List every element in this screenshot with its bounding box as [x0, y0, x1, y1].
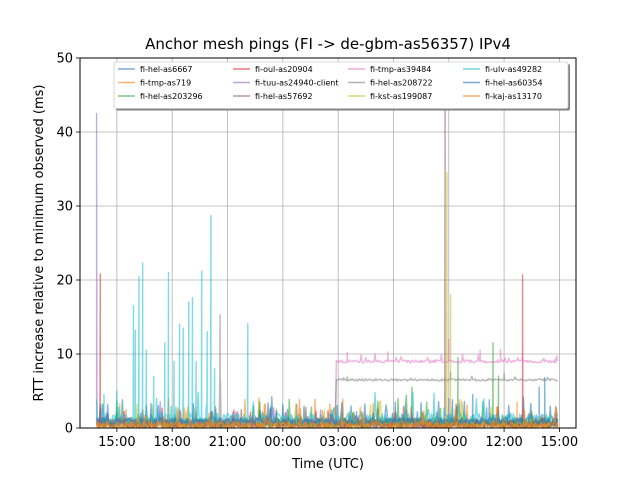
x-tick-label: 15:00: [98, 435, 135, 450]
y-tick-label: 30: [56, 200, 73, 215]
x-tick-label: 03:00: [319, 435, 356, 450]
legend-entry: fi-hel-as203296: [140, 92, 203, 101]
x-tick-label: 21:00: [209, 435, 246, 450]
legend-entry: fi-tuu-as24940-client: [255, 79, 338, 88]
legend-entry: fi-ulv-as49282: [485, 65, 542, 74]
x-tick-label: 09:00: [430, 435, 467, 450]
y-tick-label: 0: [65, 422, 73, 437]
y-tick-label: 40: [56, 126, 73, 141]
x-axis-label: Time (UTC): [291, 457, 364, 472]
y-tick-label: 50: [56, 52, 73, 67]
legend-entry: fi-tmp-as719: [140, 79, 191, 88]
x-tick-label: 06:00: [375, 435, 412, 450]
legend-entry: fi-hel-as6667: [140, 65, 192, 74]
x-tick-label: 18:00: [153, 435, 190, 450]
x-tick-label: 15:00: [541, 435, 578, 450]
legend-entry: fi-tmp-as39484: [370, 65, 431, 74]
chart-title: Anchor mesh pings (FI -> de-gbm-as56357)…: [145, 35, 511, 53]
x-tick-label: 12:00: [485, 435, 522, 450]
plot-series: [95, 101, 559, 429]
legend-entry: fi-oul-as20904: [255, 65, 313, 74]
x-axis: 15:00 18:00 21:00 00:00 03:00 06:00 09:00 12:00…: [98, 428, 578, 450]
legend-entry: fi-hel-as208722: [370, 79, 433, 88]
y-axis: 0 10 20 30 40 50: [56, 52, 80, 437]
x-tick-label: 00:00: [264, 435, 301, 450]
y-tick-label: 10: [56, 348, 73, 363]
series-line-fi-kaj-as13170: [95, 403, 558, 429]
series-line-fi-hel-as60354: [96, 376, 559, 426]
legend-entry: fi-hel-as57692: [255, 92, 313, 101]
legend: fi-hel-as6667 fi-tmp-as719 fi-hel-as203296…: [113, 61, 570, 111]
legend-entry: fi-kst-as199087: [370, 92, 432, 101]
legend-entry: fi-kaj-as13170: [485, 92, 542, 101]
y-axis-label: RTT increase relative to minimum observe…: [32, 85, 47, 402]
legend-box: [113, 61, 569, 109]
legend-entry: fi-hel-as60354: [485, 79, 543, 88]
plot-frame: [79, 57, 577, 429]
y-tick-label: 20: [56, 274, 73, 289]
